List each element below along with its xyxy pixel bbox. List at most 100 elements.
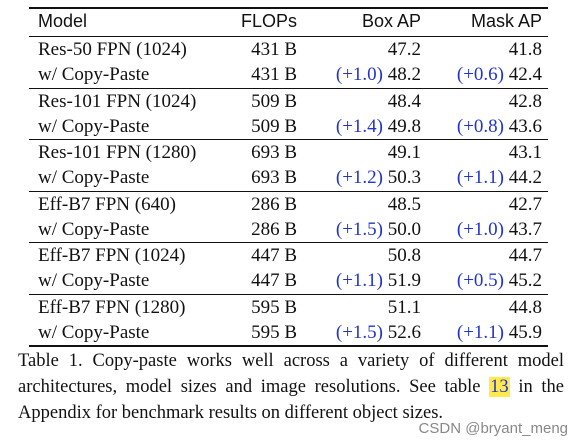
box-ap-cell: (+1.5) 50.0 — [336, 217, 421, 243]
box-ap-delta: (+1.1) — [335, 270, 383, 291]
model-cell: Eff-B7 FPN (640) — [38, 192, 176, 218]
table-reference-link[interactable]: table — [444, 377, 490, 397]
group-separator-rule — [29, 242, 548, 243]
table-caption: Table 1. Copy-paste works well across a … — [18, 348, 564, 426]
mask-ap-delta: (+0.6) — [456, 64, 504, 85]
header-box-ap: Box AP — [361, 11, 421, 31]
box-ap-delta: (+1.2) — [335, 167, 383, 188]
mask-ap-value: 45.9 — [508, 321, 542, 343]
box-ap-value: 50.0 — [387, 218, 421, 240]
box-ap-delta: (+1.0) — [335, 64, 383, 85]
box-ap-cell: (+1.4) 49.8 — [336, 114, 421, 140]
flops-cell: 509 B — [251, 114, 297, 140]
model-name: w/ Copy-Paste — [38, 115, 150, 137]
header-flops: FLOPs — [240, 11, 297, 31]
flops-cell: 509 B — [251, 89, 297, 115]
model-cell: Res-101 FPN (1280) — [38, 140, 196, 166]
mask-ap-cell: (+1.0) 43.7 — [457, 217, 542, 243]
box-ap-cell: 50.8 — [388, 243, 421, 269]
model-name: Eff-B7 FPN (1280) — [38, 296, 186, 318]
box-ap-value: 49.8 — [387, 115, 421, 137]
flops-value: 447 B — [251, 245, 297, 266]
box-ap-cell: 51.1 — [388, 295, 421, 321]
mask-ap-value: 44.7 — [508, 245, 542, 266]
model-name: Eff-B7 FPN (1024) — [38, 245, 186, 266]
box-ap-delta: (+1.5) — [335, 218, 383, 240]
group-separator-rule — [29, 190, 548, 192]
model-name: w/ Copy-Paste — [38, 218, 150, 240]
box-ap-cell: 48.5 — [388, 192, 421, 218]
box-ap-cell: (+1.0) 48.2 — [336, 62, 421, 88]
mask-ap-value: 44.8 — [508, 296, 542, 318]
mask-ap-cell: (+0.5) 45.2 — [457, 268, 542, 294]
mask-ap-delta: (+1.1) — [456, 321, 504, 343]
model-name: Res-101 FPN (1280) — [38, 142, 197, 163]
mask-ap-cell: 44.8 — [509, 295, 542, 321]
flops-value: 693 B — [251, 142, 297, 163]
watermark: CSDN @bryant_meng — [418, 420, 568, 437]
box-ap-value: 50.8 — [387, 245, 421, 266]
model-name: Res-101 FPN (1024) — [38, 90, 197, 112]
model-cell: w/ Copy-Paste — [38, 165, 149, 191]
mask-ap-delta: (+1.1) — [456, 167, 504, 188]
model-cell: Eff-B7 FPN (1280) — [38, 295, 185, 321]
mask-ap-value: 42.7 — [508, 193, 542, 215]
table-reference-number[interactable]: 13 — [489, 377, 510, 397]
mask-ap-cell: (+0.6) 42.4 — [457, 62, 542, 88]
mask-ap-cell: (+0.8) 43.6 — [457, 114, 542, 140]
flops-value: 595 B — [251, 296, 297, 318]
model-name: Res-50 FPN (1024) — [38, 39, 187, 60]
model-cell: Res-101 FPN (1024) — [38, 89, 196, 115]
mask-ap-value: 42.4 — [508, 64, 542, 85]
box-ap-cell: (+1.2) 50.3 — [336, 165, 421, 191]
flops-cell: 595 B — [251, 295, 297, 321]
mask-ap-value: 41.8 — [508, 39, 542, 60]
mask-ap-cell: (+1.1) 45.9 — [457, 320, 542, 346]
flops-cell: 693 B — [251, 165, 297, 191]
flops-value: 595 B — [251, 321, 297, 343]
header-model: Model — [38, 11, 88, 31]
box-ap-value: 52.6 — [387, 321, 421, 343]
mask-ap-cell: 42.7 — [509, 192, 542, 218]
flops-value: 286 B — [251, 193, 297, 215]
mask-ap-cell: 44.7 — [509, 243, 542, 269]
model-name: w/ Copy-Paste — [38, 167, 150, 188]
model-cell: w/ Copy-Paste — [38, 62, 149, 88]
mask-ap-cell: 43.1 — [509, 140, 542, 166]
box-ap-value: 51.1 — [387, 296, 421, 318]
flops-value: 431 B — [251, 39, 297, 60]
model-name: w/ Copy-Paste — [38, 321, 150, 343]
flops-cell: 595 B — [251, 320, 297, 346]
flops-value: 447 B — [251, 270, 297, 291]
flops-cell: 693 B — [251, 140, 297, 166]
mask-ap-cell: 42.8 — [509, 89, 542, 115]
box-ap-value: 48.5 — [387, 193, 421, 215]
table-top-rule — [29, 7, 548, 9]
mask-ap-value: 44.2 — [508, 167, 542, 188]
flops-value: 431 B — [251, 64, 297, 85]
group-separator-rule — [29, 87, 548, 89]
flops-value: 286 B — [251, 218, 297, 240]
box-ap-cell: (+1.1) 51.9 — [336, 268, 421, 294]
group-separator-rule — [29, 36, 548, 37]
model-name: w/ Copy-Paste — [38, 64, 150, 85]
flops-cell: 447 B — [251, 243, 297, 269]
mask-ap-value: 43.1 — [508, 142, 542, 163]
box-ap-value: 51.9 — [387, 270, 421, 291]
table-bottom-rule — [29, 344, 548, 347]
box-ap-delta: (+1.5) — [335, 321, 383, 343]
mask-ap-value: 43.7 — [508, 218, 542, 240]
flops-value: 509 B — [251, 90, 297, 112]
box-ap-value: 48.4 — [387, 90, 421, 112]
caption-text-end: in the Appendix for benchmark results on… — [18, 377, 565, 423]
group-separator-rule — [29, 139, 548, 140]
header-mask-ap: Mask AP — [470, 11, 542, 31]
box-ap-value: 47.2 — [387, 39, 421, 60]
box-ap-cell: 49.1 — [388, 140, 421, 166]
box-ap-delta: (+1.4) — [335, 115, 383, 137]
model-cell: Eff-B7 FPN (1024) — [38, 243, 185, 269]
mask-ap-cell: 41.8 — [509, 37, 542, 63]
mask-ap-delta: (+0.8) — [456, 115, 504, 137]
model-cell: Res-50 FPN (1024) — [38, 37, 187, 63]
mask-ap-value: 42.8 — [508, 90, 542, 112]
